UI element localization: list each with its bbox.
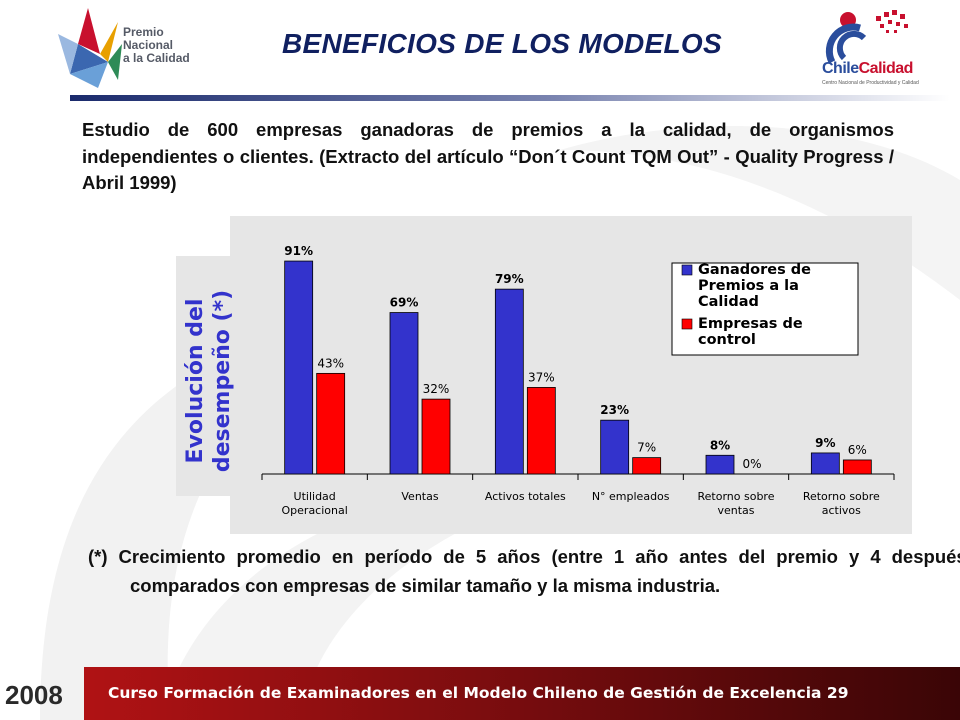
chilecalidad-logo-subtitle: Centro Nacional de Productividad y Calid… (822, 80, 919, 86)
chart-svg: Evolución del desempeño (*) 91% 43% Utilidad… (176, 216, 912, 534)
chart-data-label: 9% (815, 436, 835, 450)
premio-nacional-logo (58, 8, 122, 88)
chart-bar (316, 372, 346, 475)
chart-data-label: 6% (848, 443, 867, 457)
chart-bar (810, 452, 840, 475)
chart-bar (842, 459, 872, 475)
chart-bar (526, 387, 556, 475)
chart-category-label: Retorno sobre (803, 490, 880, 503)
chart-data-label: 43% (317, 356, 344, 370)
footnote-paragraph: (*) Crecimiento promedio en período de 5… (88, 546, 960, 596)
chart-ylabel-line1: Evolución del (183, 299, 208, 464)
chart-legend-label: Calidad (698, 294, 759, 310)
chart-bar (389, 312, 419, 475)
chart-legend-label: Premios a la (698, 278, 799, 294)
chart-data-label: 32% (423, 382, 450, 396)
chart-category-label: Ventas (401, 490, 438, 503)
chart-ylabel-background (176, 256, 236, 496)
chart-bar (284, 260, 314, 475)
bar-chart: Evolución del desempeño (*) 91% 43% Utilidad… (176, 216, 912, 536)
chart-data-label: 0% (742, 457, 761, 471)
chart-category-label: N° empleados (592, 490, 670, 503)
logo-name-part-a: Chile (822, 60, 859, 77)
chart-legend-label: Ganadores de (698, 262, 811, 278)
chart-category-label: Retorno sobre (698, 490, 775, 503)
chart-legend-box (671, 262, 859, 356)
chilecalidad-logo-name: ChileCalidad (822, 60, 913, 78)
footer-text: Curso Formación de Examinadores en el Mo… (108, 684, 849, 702)
chart-bar (421, 398, 451, 475)
chart-bar (494, 288, 524, 475)
chart-bar (705, 454, 735, 475)
chart-bar (600, 419, 630, 475)
chart-data-label: 69% (390, 296, 419, 310)
chilecalidad-logo (825, 10, 908, 64)
chart-legend-label: Empresas de (698, 316, 803, 332)
chart-data-label: 7% (637, 441, 656, 455)
chart-category-label: activos (822, 504, 861, 517)
chart-data-label: 23% (600, 403, 629, 417)
chart-legend-swatch (681, 318, 693, 330)
slide-title: BENEFICIOS DE LOS MODELOS (282, 28, 722, 59)
chart-category-label: Operacional (282, 504, 348, 517)
logo-name-part-b: Calidad (858, 60, 914, 77)
chart-data-label: 8% (710, 438, 730, 452)
chart-legend-label: control (698, 332, 756, 348)
chart-legend-swatch (681, 264, 693, 276)
chart-bar (632, 457, 662, 475)
intro-paragraph: Estudio de 600 empresas ganadoras de pre… (82, 119, 894, 193)
chart-category-label: ventas (717, 504, 754, 517)
chart-data-label: 79% (495, 272, 524, 286)
year-label: 2008 (5, 680, 63, 710)
chart-data-label: 37% (528, 370, 555, 384)
chart-data-label: 91% (284, 244, 313, 258)
title-divider (70, 95, 950, 101)
chart-category-label: Activos totales (485, 490, 566, 503)
chart-category-label: Utilidad (294, 490, 336, 503)
chart-ylabel-line2: desempeño (*) (210, 290, 235, 472)
premio-nacional-logo-text: Premio Nacional a la Calidad (123, 25, 190, 65)
footer-bar (84, 667, 960, 720)
